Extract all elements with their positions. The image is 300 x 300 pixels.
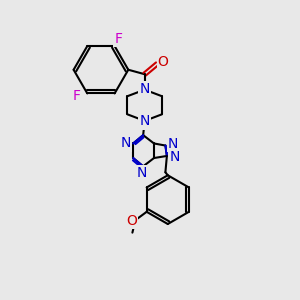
- Text: N: N: [169, 150, 179, 164]
- Text: F: F: [114, 32, 122, 46]
- Text: O: O: [126, 214, 137, 228]
- Text: N: N: [121, 136, 131, 151]
- Text: O: O: [158, 55, 169, 69]
- Text: N: N: [140, 82, 150, 96]
- Text: N: N: [140, 115, 150, 128]
- Text: N: N: [168, 137, 178, 151]
- Text: F: F: [73, 89, 81, 103]
- Text: N: N: [136, 166, 147, 180]
